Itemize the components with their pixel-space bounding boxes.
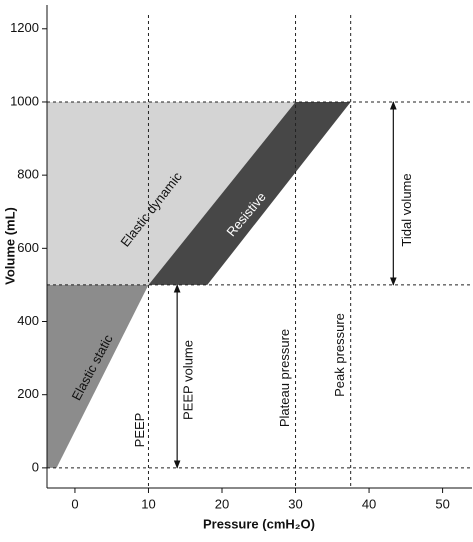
x-tick-label: 30 <box>288 496 302 511</box>
y-tick-label: 1000 <box>10 93 39 108</box>
arrow-label: Tidal volume <box>399 173 414 246</box>
x-tick-label: 20 <box>215 496 229 511</box>
x-axis-title: Pressure (cmH₂O) <box>203 516 315 531</box>
y-tick-label: 0 <box>32 459 39 474</box>
y-tick-label: 800 <box>17 167 39 182</box>
reference-label: Plateau pressure <box>277 329 292 427</box>
x-tick-label: 0 <box>71 496 78 511</box>
y-tick-label: 600 <box>17 240 39 255</box>
reference-label: PEEP <box>132 413 147 448</box>
x-tick-label: 50 <box>435 496 449 511</box>
x-tick-label: 10 <box>141 496 155 511</box>
arrow-label: PEEP volume <box>181 340 196 420</box>
region <box>47 101 296 285</box>
y-tick-label: 1200 <box>10 20 39 35</box>
y-axis-title: Volume (mL) <box>2 207 17 285</box>
reference-label: Peak pressure <box>332 313 347 397</box>
y-tick-label: 200 <box>17 386 39 401</box>
x-tick-label: 40 <box>362 496 376 511</box>
region <box>148 101 351 285</box>
region <box>47 284 149 468</box>
y-tick-label: 400 <box>17 313 39 328</box>
